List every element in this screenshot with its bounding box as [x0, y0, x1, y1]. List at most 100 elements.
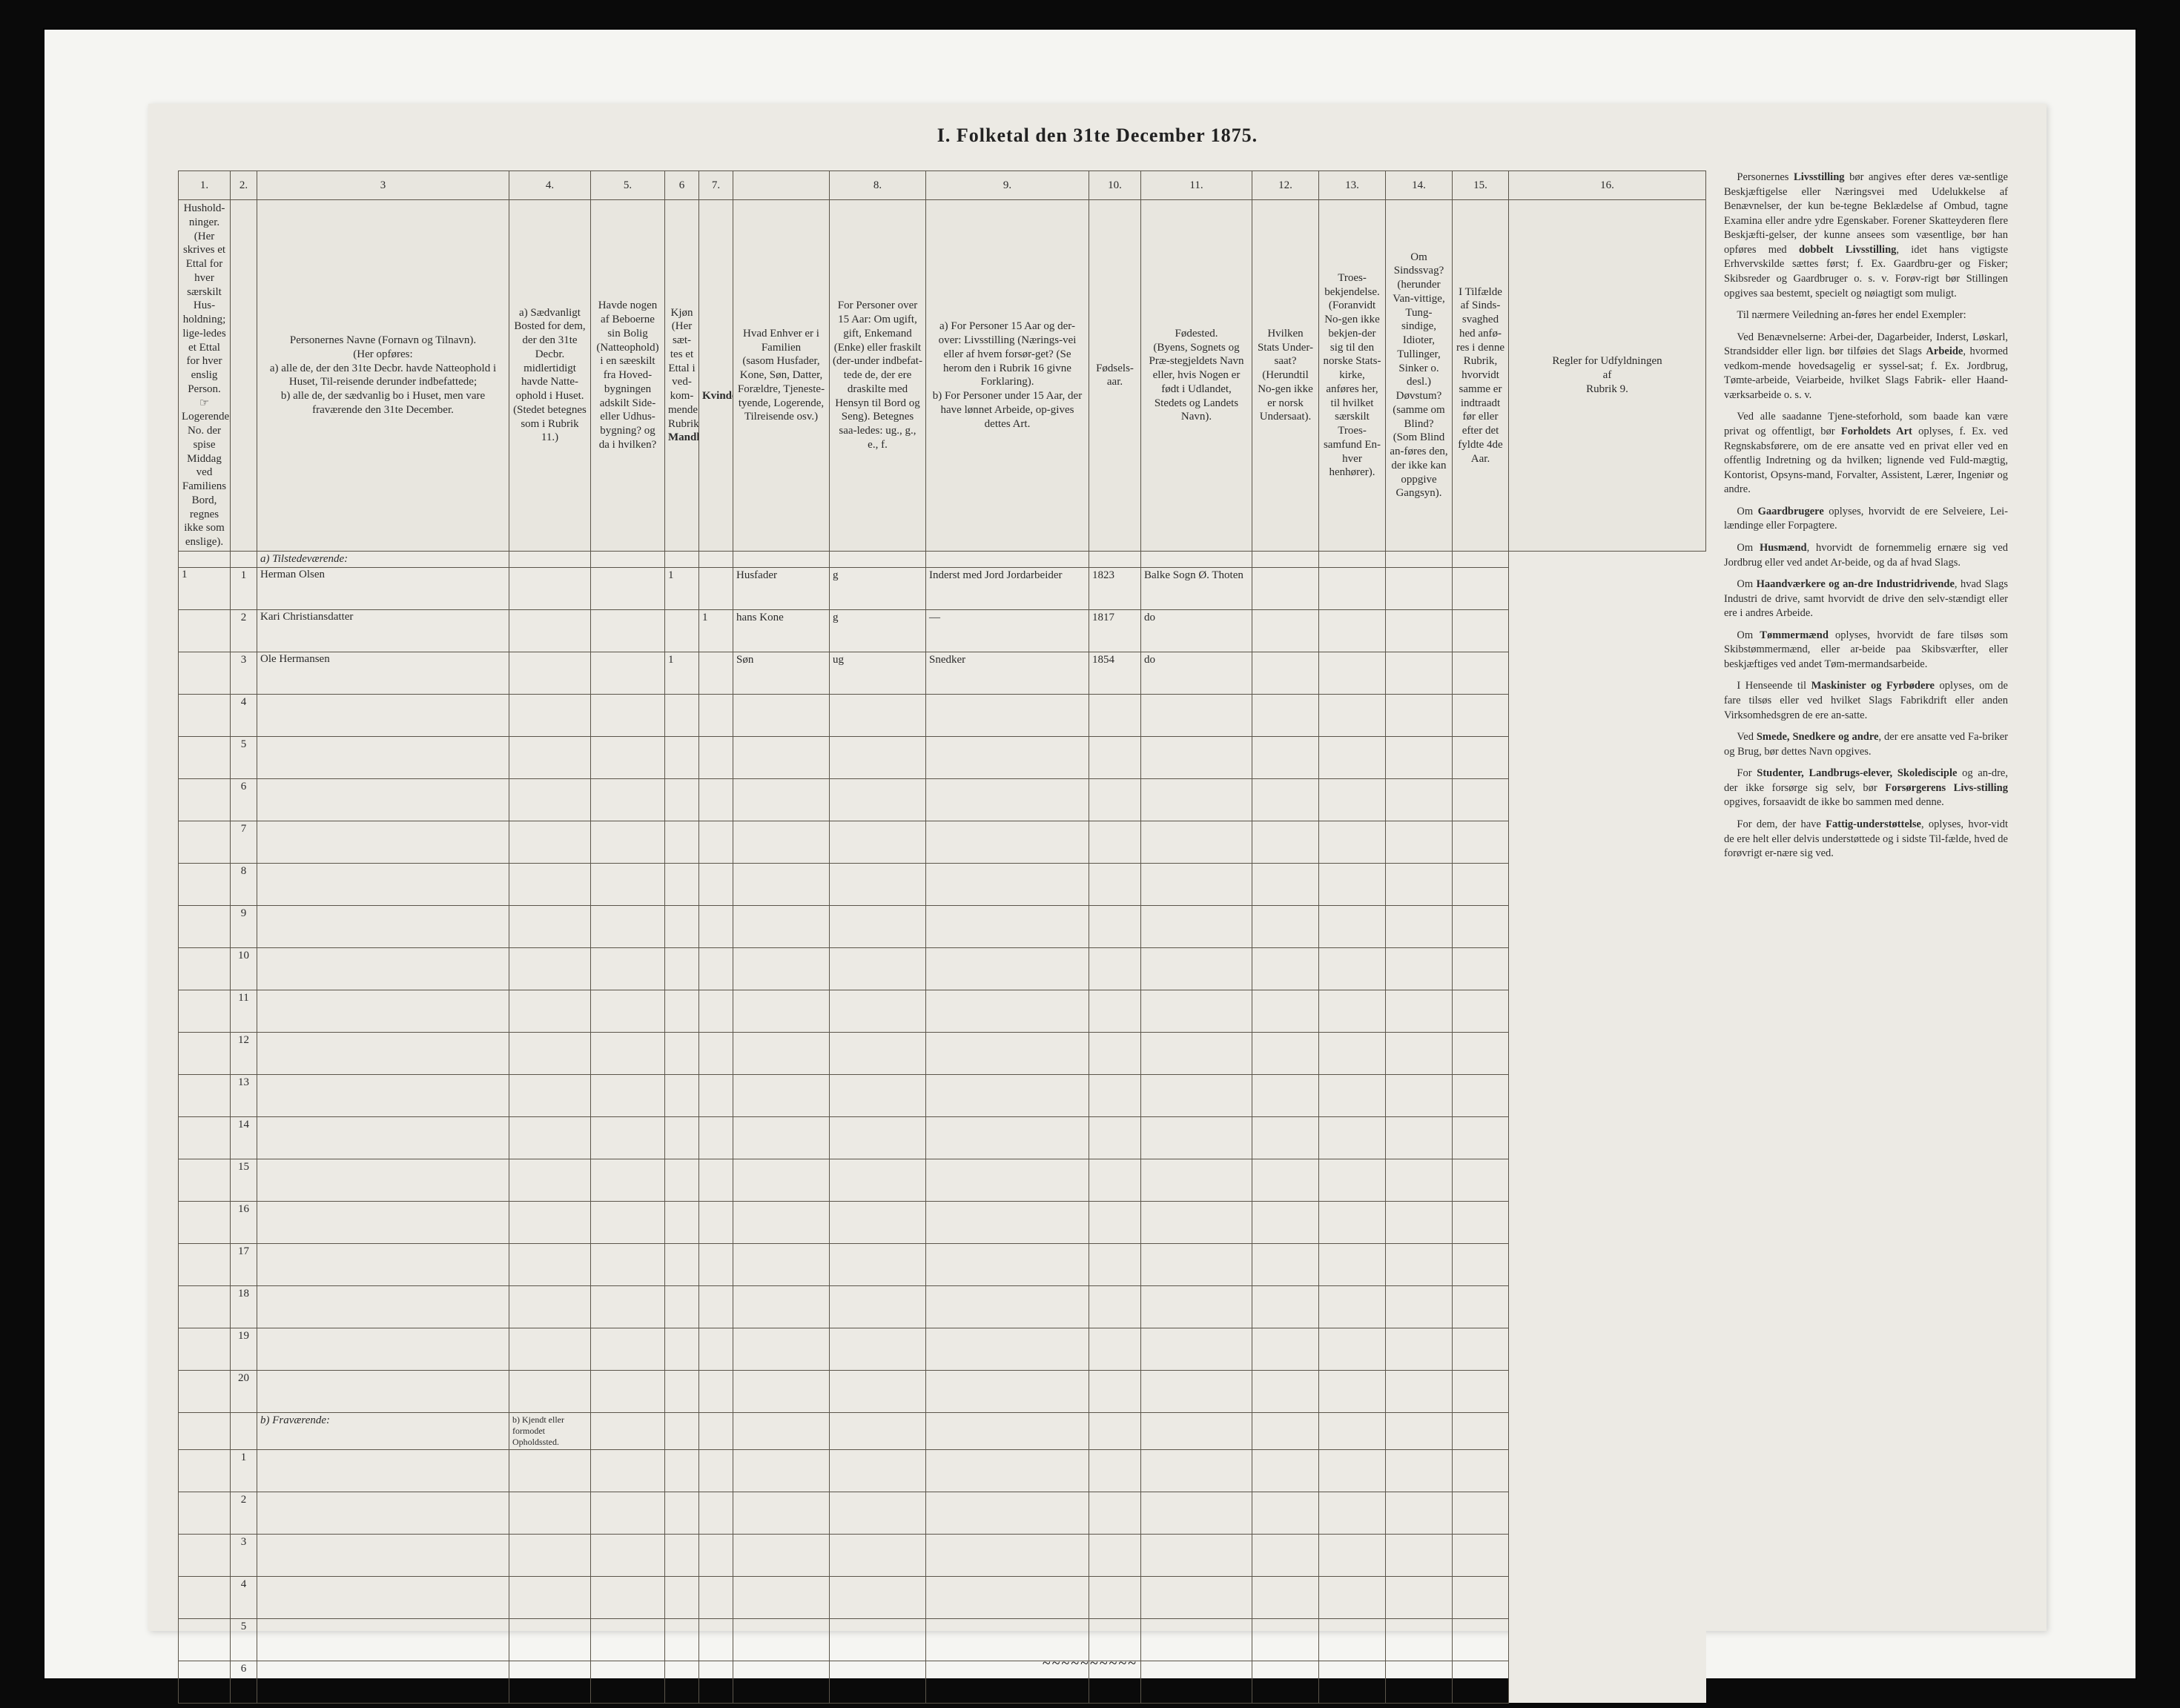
section-label: b) Fraværende: [257, 1412, 509, 1449]
sidebar-paragraph: Ved Smede, Snedkere og andre, der ere an… [1724, 730, 2008, 759]
row-number: 1 [231, 567, 257, 609]
household-number [179, 609, 231, 652]
census-table: 1.2.34.5.67.8.9.10.11.12.13.14.15.16. Hu… [178, 171, 1706, 1704]
column-number-row: 1.2.34.5.67.8.9.10.11.12.13.14.15.16. [179, 171, 1706, 200]
absent-row: 2 [179, 1492, 1706, 1534]
column-header: Regler for UdfyldningenafRubrik 9. [1509, 200, 1706, 552]
column-number: 13. [1319, 171, 1386, 200]
column-header: a) For Personer 15 Aar og der-over: Livs… [926, 200, 1089, 552]
column-number: 15. [1453, 171, 1509, 200]
column-number: 4. [509, 171, 591, 200]
absent-row: 5 [179, 1618, 1706, 1661]
sex-female [699, 567, 733, 609]
sidebar-paragraph: Ved Benævnelserne: Arbei-der, Dagarbeide… [1724, 331, 2008, 403]
present-row: 9 [179, 905, 1706, 947]
present-row: 12 [179, 1032, 1706, 1074]
column-header: Kvindekjøn. [699, 200, 733, 552]
row-number: 3 [231, 652, 257, 694]
census-table-wrap: 1.2.34.5.67.8.9.10.11.12.13.14.15.16. Hu… [178, 171, 1706, 1594]
creed [1319, 652, 1386, 694]
present-row: 4 [179, 694, 1706, 736]
column-number [733, 171, 830, 200]
row-number: 14 [231, 1116, 257, 1159]
sex-male: 1 [665, 652, 699, 694]
present-row: 11Herman Olsen1HusfadergInderst med Jord… [179, 567, 1706, 609]
row-number: 8 [231, 863, 257, 905]
column-number: 8. [830, 171, 926, 200]
row-number: 2 [231, 1492, 257, 1534]
present-row: 10 [179, 947, 1706, 990]
sidebar-paragraph: I Henseende til Maskinister og Fyrbødere… [1724, 679, 2008, 723]
sidebar-paragraph: For dem, der have Fattig-understøttelse,… [1724, 818, 2008, 861]
row-number: 4 [231, 1576, 257, 1618]
row-number: 13 [231, 1074, 257, 1116]
family-relation: Husfader [733, 567, 830, 609]
absent-row: 3 [179, 1534, 1706, 1576]
column-header: Hushold-ninger.(Her skrives et Ettal for… [179, 200, 231, 552]
birth-year: 1823 [1089, 567, 1141, 609]
rules-sidebar: Personernes Livsstilling bør angives eft… [1706, 171, 2017, 1594]
sidebar-paragraph: Om Tømmermænd oplyses, hvorvidt de fare … [1724, 629, 2008, 672]
column-number: 2. [231, 171, 257, 200]
column-number: 14. [1386, 171, 1453, 200]
birth-year: 1854 [1089, 652, 1141, 694]
infirmity-age [1453, 652, 1509, 694]
birthplace: do [1141, 609, 1252, 652]
sex-female [699, 652, 733, 694]
column-header: Hvad Enhver er i Familien(sasom Husfader… [733, 200, 830, 552]
column-number: 16. [1509, 171, 1706, 200]
column-number: 11. [1141, 171, 1252, 200]
section-absent: b) Fraværende:b) Kjendt eller formodet O… [179, 1412, 1706, 1449]
present-row: 16 [179, 1201, 1706, 1243]
row-number: 15 [231, 1159, 257, 1201]
outbuilding [591, 567, 665, 609]
sidebar-paragraph: Om Haandværkere og an-dre Industridriven… [1724, 577, 2008, 621]
main-area: 1.2.34.5.67.8.9.10.11.12.13.14.15.16. Hu… [178, 171, 2017, 1594]
present-row: 6 [179, 778, 1706, 821]
usual-residence [509, 567, 591, 609]
section-present: a) Tilstedeværende: [179, 551, 1706, 567]
occupation: — [926, 609, 1089, 652]
sex-male: 1 [665, 567, 699, 609]
absent-row: 4 [179, 1576, 1706, 1618]
present-row: 20 [179, 1370, 1706, 1412]
row-number: 4 [231, 694, 257, 736]
absent-col4-label: b) Kjendt eller formodet Opholdssted. [509, 1412, 591, 1449]
column-number: 10. [1089, 171, 1141, 200]
column-header: I Tilfælde af Sinds-svaghed hed anfø-res… [1453, 200, 1509, 552]
present-row: 11 [179, 990, 1706, 1032]
present-row: 7 [179, 821, 1706, 863]
row-number: 2 [231, 609, 257, 652]
row-number: 6 [231, 1661, 257, 1703]
row-number: 17 [231, 1243, 257, 1285]
row-number: 6 [231, 778, 257, 821]
sex-female: 1 [699, 609, 733, 652]
section-label: a) Tilstedeværende: [257, 551, 509, 567]
page-title: I. Folketal den 31te December 1875. [148, 125, 2047, 147]
household-number: 1 [179, 567, 231, 609]
infirmity [1386, 652, 1453, 694]
column-number: 3 [257, 171, 509, 200]
column-header: Havde nogen af Beboerne sin Bolig (Natte… [591, 200, 665, 552]
usual-residence [509, 652, 591, 694]
present-row: 19 [179, 1328, 1706, 1370]
present-row: 8 [179, 863, 1706, 905]
family-relation: Søn [733, 652, 830, 694]
present-row: 2Kari Christiansdatter1hans Koneg—1817do [179, 609, 1706, 652]
row-number: 18 [231, 1285, 257, 1328]
citizenship [1252, 567, 1319, 609]
infirmity-age [1453, 567, 1509, 609]
film-edge-mark: ~~~~~~~~~~ [1043, 1655, 1137, 1672]
usual-residence [509, 609, 591, 652]
column-number: 1. [179, 171, 231, 200]
citizenship [1252, 652, 1319, 694]
marital-status: g [830, 609, 926, 652]
marital-status: ug [830, 652, 926, 694]
column-header: Personernes Navne (Fornavn og Tilnavn).(… [257, 200, 509, 552]
present-row: 5 [179, 736, 1706, 778]
column-number: 6 [665, 171, 699, 200]
column-header: Fødsels-aar. [1089, 200, 1141, 552]
row-number: 20 [231, 1370, 257, 1412]
present-row: 15 [179, 1159, 1706, 1201]
person-name: Kari Christiansdatter [257, 609, 509, 652]
